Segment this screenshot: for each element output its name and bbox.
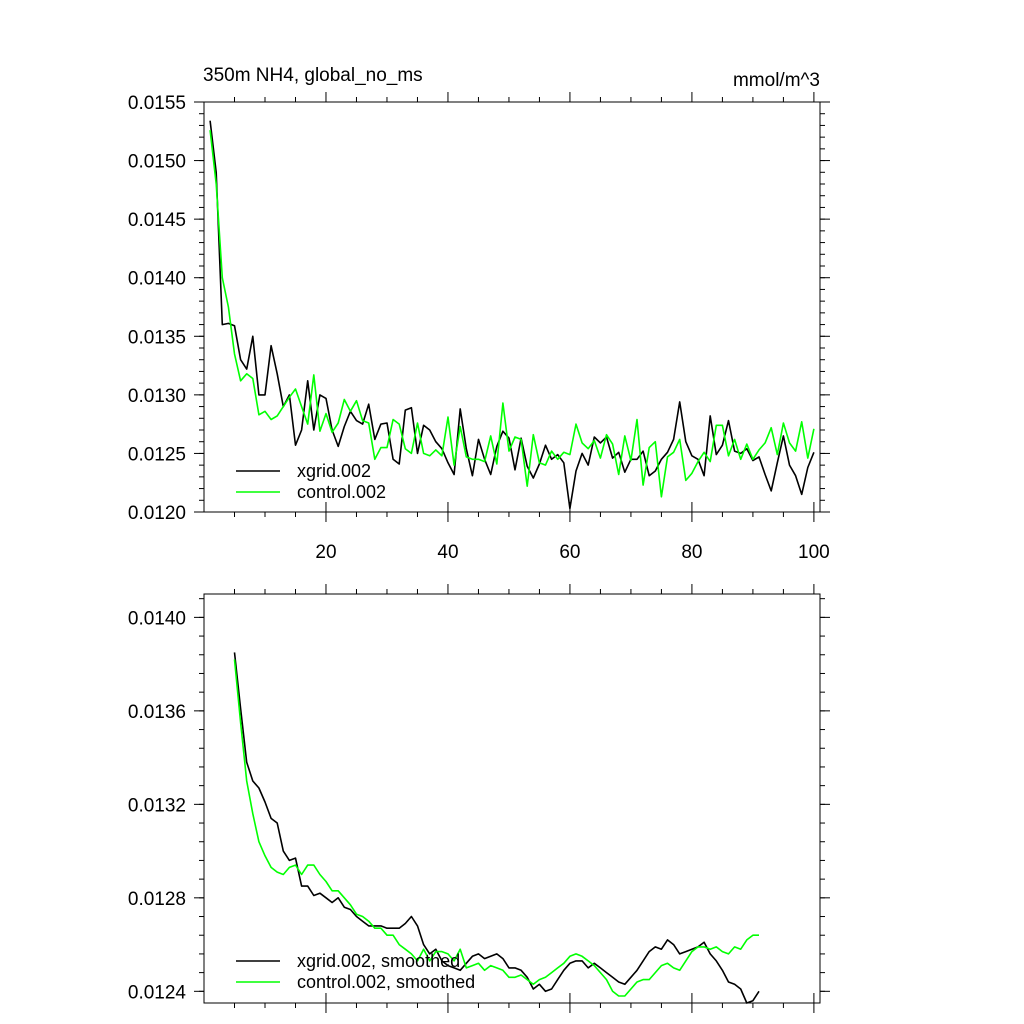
bottom-panel: 0.0124 0.0128 0.0132 0.0136 0.0140 xgrid.002… <box>128 584 830 1013</box>
legend: xgrid.002 control.002 <box>236 461 386 502</box>
chart-title: 350m NH4, global_no_ms <box>203 65 423 86</box>
axes-layer: 20 40 60 80 100 0.0120 0.0125 0.0130 0.0135 0.014… <box>128 92 830 563</box>
x-tick-label: 40 <box>437 542 458 563</box>
y-tick-label: 0.0150 <box>128 152 186 173</box>
y-tick-label: 0.0124 <box>128 982 187 1003</box>
y-tick-label: 0.0130 <box>128 386 186 407</box>
x-tick-label: 60 <box>559 542 580 563</box>
legend-label-control-smoothed: control.002, smoothed <box>297 972 475 992</box>
y-tick-label: 0.0136 <box>128 702 186 723</box>
top-panel: 350m NH4, global_no_ms mmol/m^3 20 40 60 80… <box>128 65 830 563</box>
y-tick-label: 0.0120 <box>128 503 186 524</box>
y-tick-label: 0.0155 <box>128 93 186 114</box>
plot-frame <box>203 101 821 513</box>
series-line-1 <box>233 659 759 997</box>
units-label: mmol/m^3 <box>733 70 820 91</box>
y-tick-label: 0.0145 <box>128 210 186 231</box>
series-line-0 <box>209 120 815 510</box>
series-line-0 <box>233 652 760 1004</box>
series-line-1 <box>209 130 815 498</box>
x-tick-label: 20 <box>315 542 336 563</box>
series-layer <box>209 120 815 510</box>
y-tick-label: 0.0125 <box>128 444 186 465</box>
legend-label-xgrid: xgrid.002 <box>297 461 371 481</box>
y-tick-label: 0.0135 <box>128 327 186 348</box>
plot-frame <box>203 593 821 1004</box>
legend-label-xgrid-smoothed: xgrid.002, smoothed <box>297 951 460 971</box>
y-tick-label: 0.0128 <box>128 889 186 910</box>
y-tick-label: 0.0140 <box>128 269 186 290</box>
legend-label-control: control.002 <box>297 482 386 502</box>
legend: xgrid.002, smoothed control.002, smoothe… <box>236 951 475 992</box>
y-tick-label: 0.0132 <box>128 795 186 816</box>
axes-layer: 0.0124 0.0128 0.0132 0.0136 0.0140 <box>128 584 830 1013</box>
y-tick-label: 0.0140 <box>128 608 186 629</box>
series-layer <box>233 652 760 1004</box>
x-tick-label: 80 <box>681 542 702 563</box>
x-tick-label: 100 <box>798 542 830 563</box>
